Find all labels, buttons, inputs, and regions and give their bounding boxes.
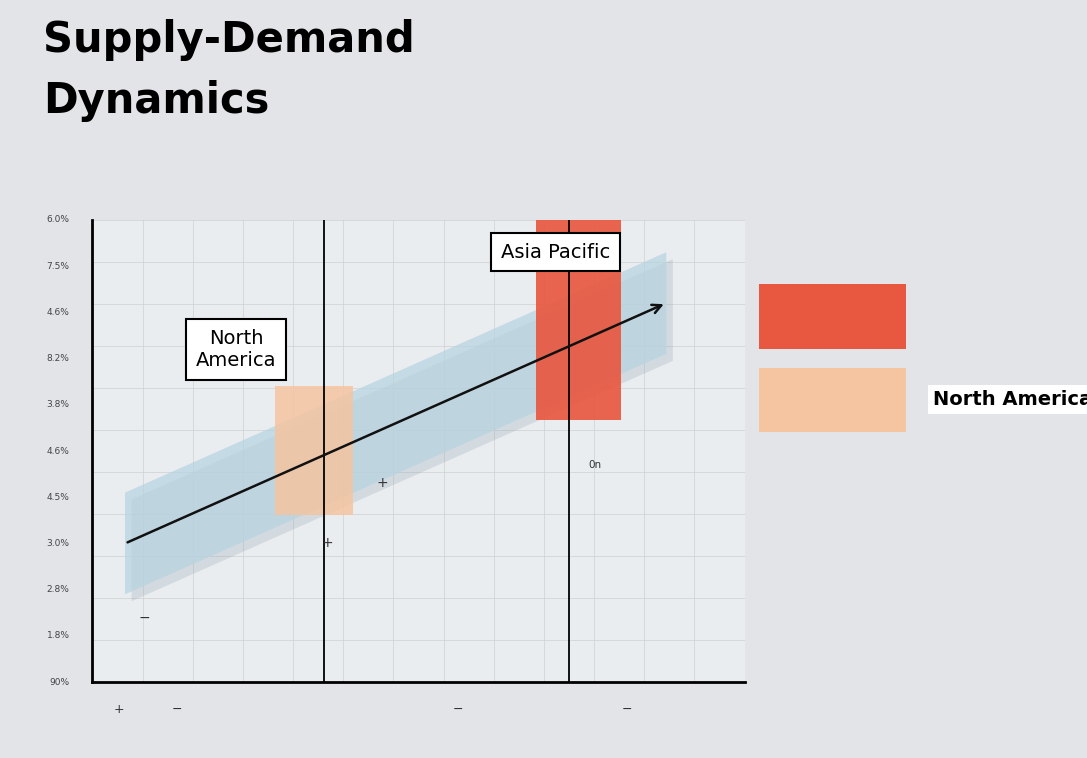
Text: +: +: [322, 537, 333, 550]
Text: North America: North America: [933, 390, 1087, 409]
Polygon shape: [125, 252, 666, 594]
Text: 3.8%: 3.8%: [47, 400, 70, 409]
Text: 4.5%: 4.5%: [47, 493, 70, 502]
Text: 7.5%: 7.5%: [47, 262, 70, 271]
Text: Dynamics: Dynamics: [43, 80, 270, 121]
Text: Asia Pacific: Asia Pacific: [501, 243, 610, 262]
Text: North
America: North America: [196, 329, 276, 370]
Text: 4.6%: 4.6%: [47, 446, 70, 456]
Text: +: +: [113, 703, 124, 716]
Text: 0n: 0n: [588, 460, 601, 470]
Text: +: +: [377, 476, 388, 490]
Polygon shape: [132, 259, 673, 601]
Bar: [759, 368, 905, 432]
Text: −: −: [139, 610, 150, 625]
Text: 3.0%: 3.0%: [47, 539, 70, 548]
Text: 2.8%: 2.8%: [47, 585, 70, 594]
Text: 6.0%: 6.0%: [47, 215, 70, 224]
Text: Supply-Demand: Supply-Demand: [43, 19, 415, 61]
Text: −: −: [172, 703, 183, 716]
Bar: [536, 211, 621, 421]
Bar: [759, 284, 905, 349]
Text: 8.2%: 8.2%: [47, 354, 70, 363]
Text: 4.6%: 4.6%: [47, 308, 70, 317]
Text: 90%: 90%: [49, 678, 70, 687]
Text: 1.8%: 1.8%: [47, 631, 70, 641]
Text: −: −: [452, 703, 463, 716]
Text: −: −: [622, 703, 633, 716]
Bar: [275, 386, 353, 515]
